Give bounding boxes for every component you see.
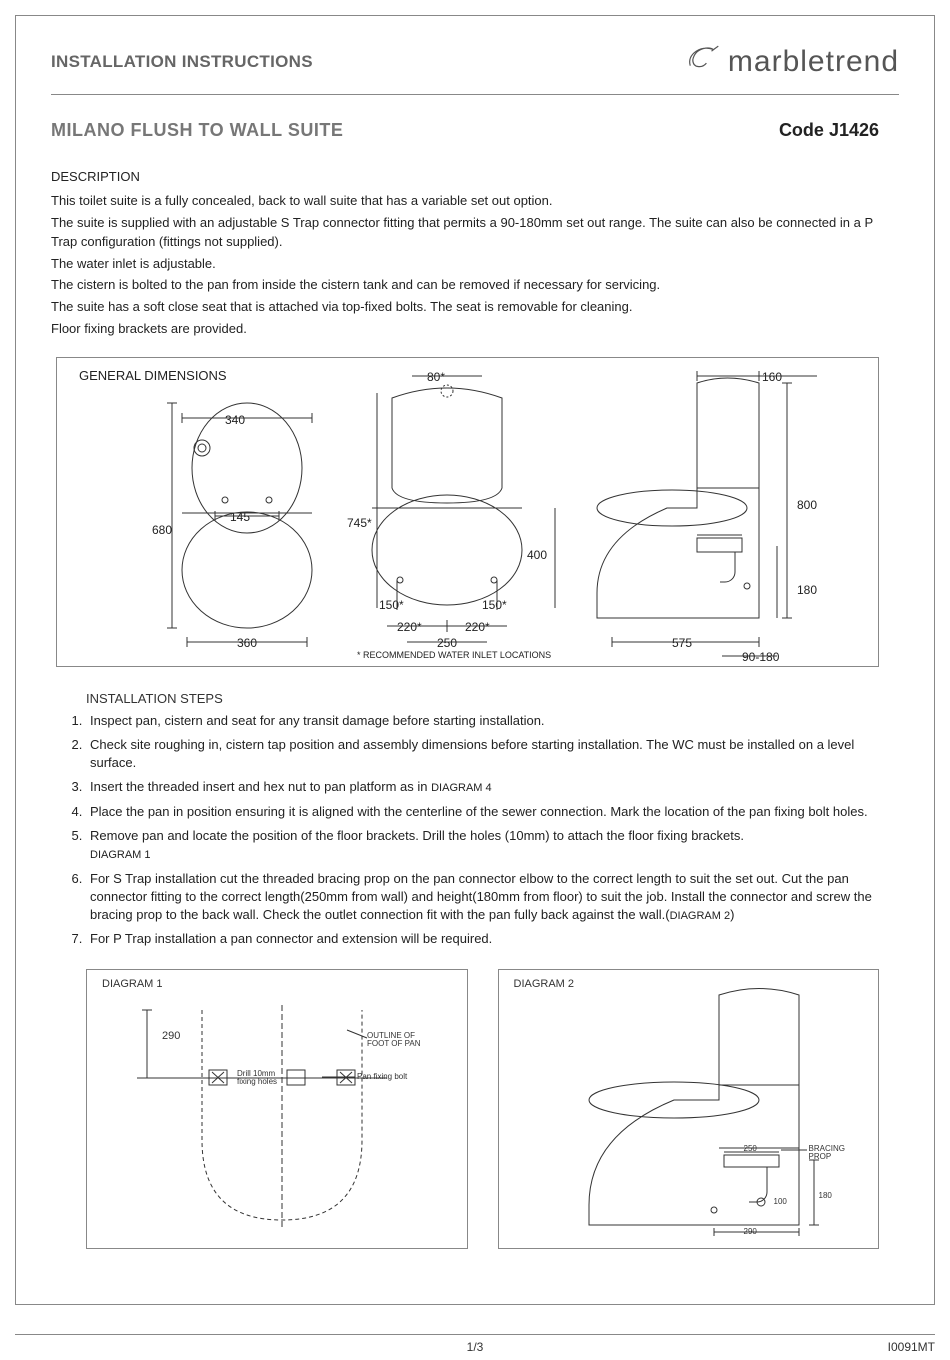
d1-outline-label: OUTLINE OFFOOT OF PAN [367, 1032, 420, 1050]
step-4: Place the pan in position ensuring it is… [86, 803, 879, 821]
desc-p1: This toilet suite is a fully concealed, … [51, 192, 874, 211]
step-2: Check site roughing in, cistern tap posi… [86, 736, 879, 772]
desc-p2: The suite is supplied with an adjustable… [51, 214, 874, 252]
step-6-text: For S Trap installation cut the threaded… [90, 871, 872, 922]
page-border: INSTALLATION INSTRUCTIONS marbletrend MI… [15, 15, 935, 1305]
installation-steps-title: INSTALLATION STEPS [86, 691, 934, 706]
step-5-text: Remove pan and locate the position of th… [90, 828, 744, 843]
step-3-ref: DIAGRAM 4 [431, 782, 492, 794]
general-dimensions-box: GENERAL DIMENSIONS * RECOMMENDED WATER I… [56, 357, 879, 667]
product-code: Code J1426 [779, 120, 879, 141]
d2-250: 250 [744, 1145, 757, 1154]
installation-steps-list: Inspect pan, cistern and seat for any tr… [16, 712, 934, 949]
dimensions-diagram [57, 358, 907, 668]
diagram-2-title: DIAGRAM 2 [514, 978, 575, 990]
product-name: MILANO FLUSH TO WALL SUITE [51, 120, 343, 141]
document-title: INSTALLATION INSTRUCTIONS [51, 52, 313, 72]
diagram-1-svg [87, 970, 467, 1248]
desc-p3: The water inlet is adjustable. [51, 255, 874, 274]
description-block: This toilet suite is a fully concealed, … [16, 192, 934, 339]
diagram-2-box: DIAGRAM 2 250 BRACINGPROP 180 100 290 [498, 969, 880, 1249]
page-number: 1/3 [467, 1340, 484, 1354]
d2-290: 290 [744, 1228, 757, 1237]
d2-bracing: BRACINGPROP [809, 1145, 845, 1163]
document-code: I0091MT [888, 1340, 935, 1354]
desc-p5: The suite has a soft close seat that is … [51, 298, 874, 317]
d2-180: 180 [819, 1192, 832, 1201]
step-6-ref: DIAGRAM 2 [670, 910, 731, 922]
d1-panbolt-label: Pan fixing bolt [357, 1073, 407, 1082]
d1-290: 290 [162, 1030, 180, 1042]
step-6-close: ) [730, 907, 734, 922]
d1-drill-label: Drill 10mmfixing holes [237, 1070, 277, 1088]
footer: 1/3 I0091MT [15, 1334, 935, 1340]
d2-100: 100 [774, 1198, 787, 1207]
diagram-1-box: DIAGRAM 1 290 OUTLINE OFFOOT OF PAN Dril… [86, 969, 468, 1249]
leaf-icon [686, 44, 720, 80]
desc-p6: Floor fixing brackets are provided. [51, 320, 874, 339]
step-5-ref: DIAGRAM 1 [90, 849, 151, 861]
product-row: MILANO FLUSH TO WALL SUITE Code J1426 [16, 95, 934, 141]
step-6: For S Trap installation cut the threaded… [86, 870, 879, 925]
step-3-text: Insert the threaded insert and hex nut t… [90, 779, 431, 794]
step-7: For P Trap installation a pan connector … [86, 930, 879, 948]
brand-logo: marbletrend [686, 44, 899, 80]
desc-p4: The cistern is bolted to the pan from in… [51, 276, 874, 295]
step-3: Insert the threaded insert and hex nut t… [86, 778, 879, 796]
header-row: INSTALLATION INSTRUCTIONS marbletrend [16, 16, 934, 90]
brand-text: marbletrend [728, 45, 899, 79]
diagrams-row: DIAGRAM 1 290 OUTLINE OFFOOT OF PAN Dril… [86, 969, 879, 1249]
step-1: Inspect pan, cistern and seat for any tr… [86, 712, 879, 730]
diagram-1-title: DIAGRAM 1 [102, 978, 163, 990]
diagram-2-svg [499, 970, 879, 1248]
description-label: DESCRIPTION [51, 169, 934, 184]
step-5: Remove pan and locate the position of th… [86, 827, 879, 864]
